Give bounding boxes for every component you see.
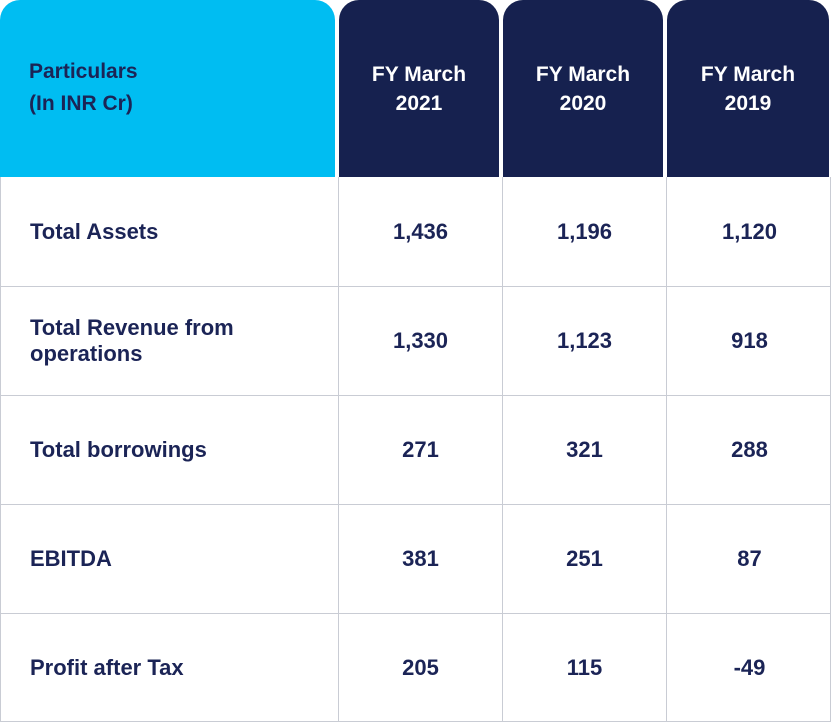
year-header-year: 2020	[559, 91, 607, 115]
row-label: EBITDA	[30, 546, 112, 571]
value-cell: 321	[502, 396, 666, 504]
particulars-title: Particulars	[29, 60, 138, 83]
value-cell: 1,436	[338, 177, 502, 286]
value-cell: 1,196	[502, 177, 666, 286]
value-cell: 1,123	[502, 287, 666, 395]
table-row: EBITDA 381 251 87	[1, 504, 831, 613]
table-row: Profit after Tax 205 115 -49	[1, 613, 831, 722]
row-label: Total Assets	[30, 218, 159, 244]
table-row: Total Assets 1,436 1,196 1,120	[1, 177, 831, 286]
value-cell: 1,330	[338, 287, 502, 395]
year-header-label: FY March	[535, 62, 631, 86]
year-header-2021: FY March 2021	[339, 0, 499, 177]
row-label: Profit after Tax	[30, 655, 184, 680]
value-cell: 381	[338, 505, 502, 613]
value-cell: 918	[666, 287, 831, 395]
year-header-2019: FY March 2019	[667, 0, 829, 177]
value-cell: 87	[666, 505, 831, 613]
year-header-label: FY March	[371, 62, 467, 86]
table-row: Total Revenue from operations 1,330 1,12…	[1, 286, 831, 395]
year-header-year: 2021	[395, 91, 443, 115]
value-cell: 271	[338, 396, 502, 504]
value-cell: 205	[338, 614, 502, 722]
row-label: Total borrowings	[30, 437, 207, 462]
year-header-label: FY March	[700, 62, 796, 86]
value-cell: 251	[502, 505, 666, 613]
table-row: Total borrowings 271 321 288	[1, 395, 831, 504]
particulars-header: Particulars (In INR Cr)	[0, 0, 335, 177]
value-cell: -49	[666, 614, 831, 722]
value-cell: 115	[502, 614, 666, 722]
value-cell: 1,120	[666, 177, 831, 286]
value-cell: 288	[666, 396, 831, 504]
table-body: Total Assets 1,436 1,196 1,120 Total Rev…	[0, 177, 831, 722]
row-label: Total Revenue from operations	[30, 315, 234, 366]
particulars-unit: (In INR Cr)	[29, 92, 133, 115]
year-header-year: 2019	[724, 91, 772, 115]
year-header-2020: FY March 2020	[503, 0, 663, 177]
